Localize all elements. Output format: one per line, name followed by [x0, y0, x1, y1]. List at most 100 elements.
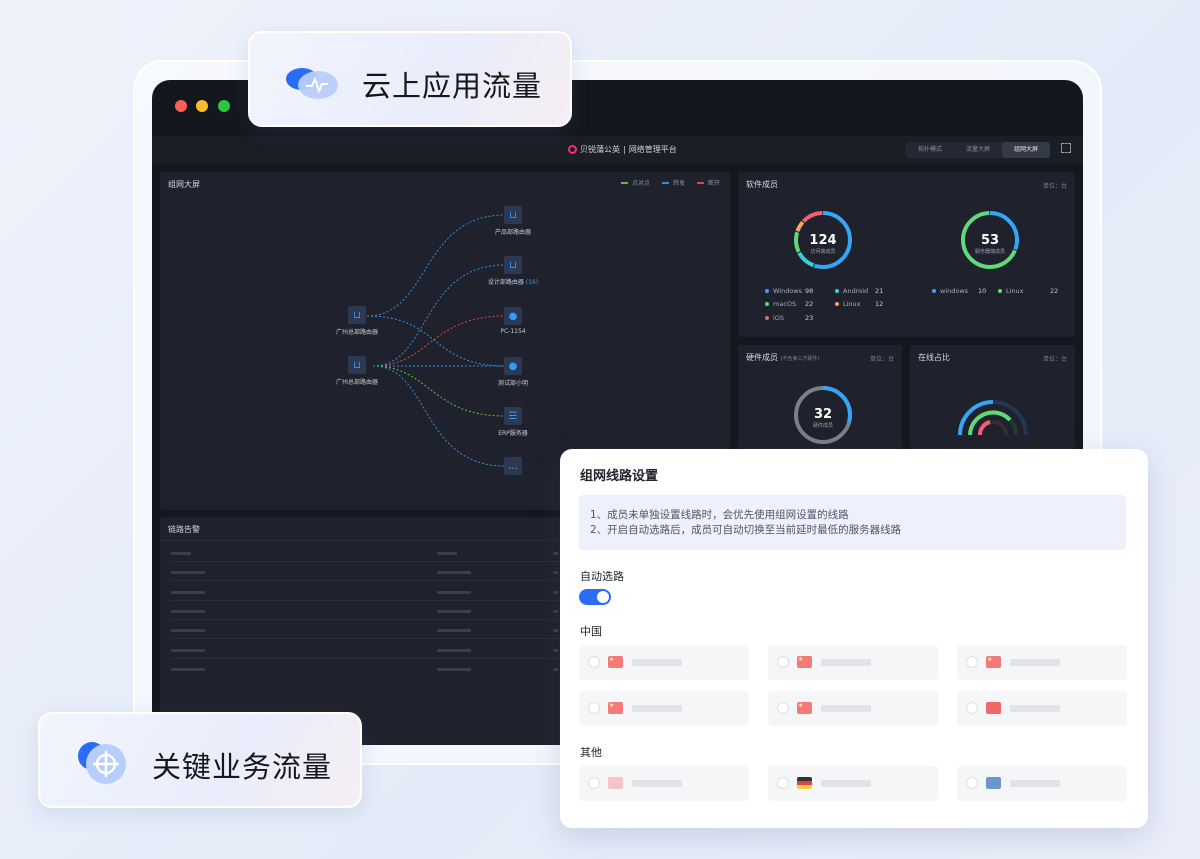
router-icon[interactable]: ⊔: [348, 356, 366, 374]
minimize-button[interactable]: [196, 100, 208, 112]
auto-route-toggle[interactable]: [579, 589, 611, 605]
node-label: ERP服务器: [498, 430, 528, 437]
software-panel: 软件成员 单位：台: [738, 172, 1075, 337]
option-label-placeholder: [821, 780, 871, 787]
close-button[interactable]: [175, 100, 187, 112]
panel-title: 硬件成员 (不含第三方硬件): [746, 353, 820, 362]
router-icon[interactable]: ⊔: [348, 306, 366, 324]
alarm-cell-placeholder: [437, 629, 471, 633]
alarm-cell-placeholder: [437, 648, 471, 652]
user-icon[interactable]: ●: [504, 307, 522, 325]
server-icon[interactable]: ☰: [504, 407, 522, 425]
alarm-panel: 链路告警: [160, 517, 580, 745]
tip-box: 1、成员未单独设置线路时，会优先使用组网设置的线路 2、开启自动选路后，成员可自动…: [579, 495, 1126, 550]
user-icon[interactable]: ●: [504, 357, 522, 375]
online-panel: 在线占比 单位：台: [910, 345, 1075, 455]
flag-us-icon: [608, 777, 623, 789]
option-label-placeholder: [1010, 705, 1060, 712]
client-total: 124 访问端成员: [809, 233, 837, 255]
option-label-placeholder: [632, 780, 682, 787]
unit-label: 单位：台: [1042, 356, 1067, 363]
node-label: 产品部路由器: [494, 229, 532, 236]
legend-windows: Windows 98: [765, 287, 825, 295]
maximize-button[interactable]: [218, 100, 230, 112]
legend-disconnected: 断开: [696, 178, 720, 187]
route-option-cn[interactable]: ★: [768, 691, 938, 726]
flag-cn-icon: ★: [797, 702, 812, 714]
alarm-cell-placeholder: [171, 571, 205, 575]
hardware-donut-blue: [794, 386, 852, 444]
more-node[interactable]: ...: [504, 457, 522, 475]
online-arc-green: [968, 410, 1012, 436]
route-option-cn[interactable]: ★: [579, 691, 749, 726]
option-label-placeholder: [821, 659, 871, 666]
option-label-placeholder: [1010, 780, 1060, 787]
legend-macos: macOS 22: [765, 300, 825, 308]
route-option-hk[interactable]: [957, 691, 1127, 726]
legend-server-windows: windows 10: [932, 287, 1002, 295]
server-total: 53 服务器端成员: [974, 233, 1006, 255]
auto-route-label: 自动选路: [580, 570, 624, 583]
radio-button[interactable]: [966, 777, 978, 789]
cloud-icon: [286, 68, 338, 99]
alarm-cell-placeholder: [553, 629, 558, 633]
route-option-au[interactable]: [957, 766, 1127, 801]
router-icon[interactable]: ⊔: [504, 256, 522, 274]
route-option-us[interactable]: [579, 766, 749, 801]
radio-button[interactable]: [966, 702, 978, 714]
online-arc-red: [978, 420, 991, 436]
alarm-cell-placeholder: [171, 552, 191, 555]
dialog-title: 组网线路设置: [580, 469, 659, 484]
flag-cn-icon: ★: [797, 656, 812, 668]
radio-button[interactable]: [588, 702, 600, 714]
radio-button[interactable]: [588, 656, 600, 668]
view-tabs: 拓扑模式 流量大屏 组网大屏: [906, 142, 1050, 158]
group-label-china: 中国: [580, 625, 602, 638]
option-label-placeholder: [821, 705, 871, 712]
tip-line: 2、开启自动选路后，成员可自动切换至当前延时最低的服务器线路: [590, 524, 902, 536]
alarm-cell-placeholder: [553, 667, 558, 671]
row-divider: [170, 657, 570, 659]
legend-linux: Linux 12: [835, 300, 895, 308]
alarm-cell-placeholder: [437, 609, 471, 613]
tab-network[interactable]: 组网大屏: [1002, 142, 1050, 158]
radio-button[interactable]: [777, 702, 789, 714]
tab-traffic[interactable]: 流量大屏: [965, 146, 990, 153]
alarm-cell-placeholder: [553, 648, 558, 652]
unit-label: 单位：台: [869, 356, 894, 363]
option-label-placeholder: [632, 705, 682, 712]
legend-ios: iOS 23: [765, 314, 825, 322]
group-label-other: 其他: [580, 746, 602, 759]
panel-title: 链路告警: [168, 525, 200, 534]
radio-button[interactable]: [777, 656, 789, 668]
row-divider: [170, 599, 570, 601]
legend-forward: 转发: [661, 178, 685, 187]
route-option-de[interactable]: [768, 766, 938, 801]
row-divider: [170, 638, 570, 640]
alarm-cell-placeholder: [171, 648, 205, 652]
target-icon: [78, 742, 126, 784]
link: [372, 315, 506, 367]
router-icon[interactable]: ⊔: [504, 206, 522, 224]
donut-segment-windows: [794, 211, 852, 269]
hardware-total: 32 硬件成员: [812, 407, 834, 429]
brand-name: 贝锐蒲公英: [580, 145, 620, 154]
badge-text: 云上应用流量: [362, 69, 543, 103]
logo-icon: [568, 145, 577, 154]
key-traffic-badge: 关键业务流量: [38, 712, 362, 808]
tab-topology[interactable]: 拓扑模式: [917, 146, 942, 153]
radio-button[interactable]: [777, 777, 789, 789]
route-option-cn[interactable]: ★: [957, 645, 1127, 680]
link: [372, 365, 506, 417]
fullscreen-icon[interactable]: [1061, 143, 1071, 153]
radio-button[interactable]: [966, 656, 978, 668]
route-option-cn[interactable]: ★: [768, 645, 938, 680]
alarm-cell-placeholder: [171, 629, 205, 633]
radio-button[interactable]: [588, 777, 600, 789]
option-label-placeholder: [632, 659, 682, 666]
legend-android: Android 21: [835, 287, 895, 295]
route-option-cn[interactable]: ★: [579, 645, 749, 680]
online-arc-blue: [958, 400, 994, 436]
